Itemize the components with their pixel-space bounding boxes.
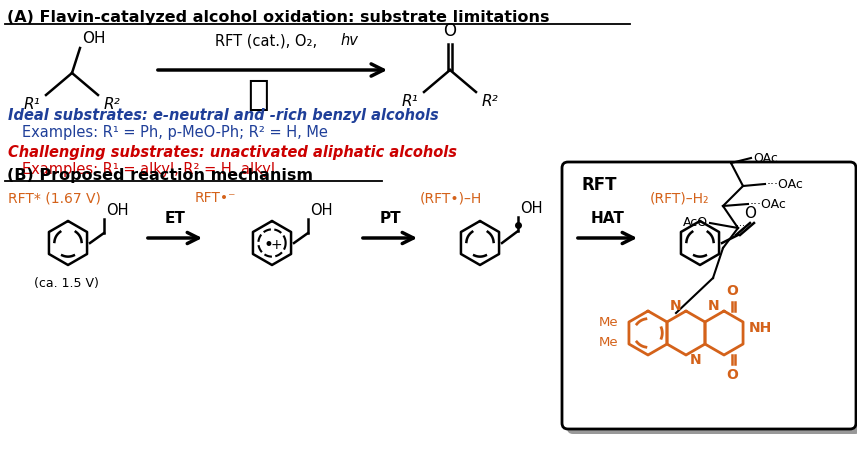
- Text: OH: OH: [520, 201, 542, 216]
- Text: 💡: 💡: [247, 78, 269, 112]
- Text: Me: Me: [598, 336, 618, 350]
- Text: Ideal substrates: e-neutral and -rich benzyl alcohols: Ideal substrates: e-neutral and -rich be…: [8, 108, 439, 123]
- FancyBboxPatch shape: [562, 162, 856, 429]
- Text: •: •: [263, 236, 273, 254]
- FancyBboxPatch shape: [567, 167, 857, 434]
- Text: N: N: [708, 299, 720, 313]
- Text: OH: OH: [106, 203, 129, 218]
- Text: R²: R²: [482, 94, 499, 109]
- Text: N: N: [670, 299, 682, 313]
- Text: (A) Flavin-catalyzed alcohol oxidation: substrate limitations: (A) Flavin-catalyzed alcohol oxidation: …: [7, 10, 549, 25]
- Text: O: O: [744, 206, 756, 221]
- Text: OAc: OAc: [753, 152, 778, 164]
- Text: R²: R²: [104, 97, 121, 112]
- Text: O: O: [444, 22, 457, 40]
- Text: NH: NH: [749, 321, 772, 335]
- Text: Examples: R¹ = alkyl, R² = H, alkyl: Examples: R¹ = alkyl, R² = H, alkyl: [22, 162, 275, 177]
- Text: OH: OH: [310, 203, 333, 218]
- Text: R¹: R¹: [401, 94, 418, 109]
- Text: Examples: R¹ = Ph, p-MeO-Ph; R² = H, Me: Examples: R¹ = Ph, p-MeO-Ph; R² = H, Me: [22, 125, 328, 140]
- Text: O: O: [726, 284, 738, 298]
- Text: HAT: HAT: [590, 211, 625, 226]
- Text: O: O: [726, 368, 738, 382]
- Text: ···OAc: ···OAc: [767, 177, 804, 190]
- Text: AcO: AcO: [683, 215, 708, 228]
- Text: Me: Me: [598, 316, 618, 329]
- Text: RFT* (1.67 V): RFT* (1.67 V): [8, 191, 101, 205]
- Text: R¹: R¹: [23, 97, 40, 112]
- Text: RFT: RFT: [582, 176, 618, 194]
- Text: (RFT)–H₂: (RFT)–H₂: [650, 191, 710, 205]
- Text: (RFT•)–H: (RFT•)–H: [420, 191, 482, 205]
- Text: hv: hv: [340, 33, 358, 48]
- Text: +: +: [270, 238, 282, 252]
- Text: PT: PT: [379, 211, 401, 226]
- Text: ET: ET: [165, 211, 185, 226]
- Text: OH: OH: [82, 31, 105, 46]
- Text: (B) Proposed reaction mechanism: (B) Proposed reaction mechanism: [7, 168, 313, 183]
- Text: ···OAc: ···OAc: [750, 197, 787, 211]
- Text: N: N: [690, 353, 702, 367]
- Text: RFT•⁻: RFT•⁻: [195, 191, 237, 205]
- Text: ···: ···: [736, 221, 745, 231]
- Text: RFT (cat.), O₂,: RFT (cat.), O₂,: [214, 33, 321, 48]
- Text: (ca. 1.5 V): (ca. 1.5 V): [33, 277, 99, 290]
- Text: Challenging substrates: unactivated aliphatic alcohols: Challenging substrates: unactivated alip…: [8, 145, 457, 160]
